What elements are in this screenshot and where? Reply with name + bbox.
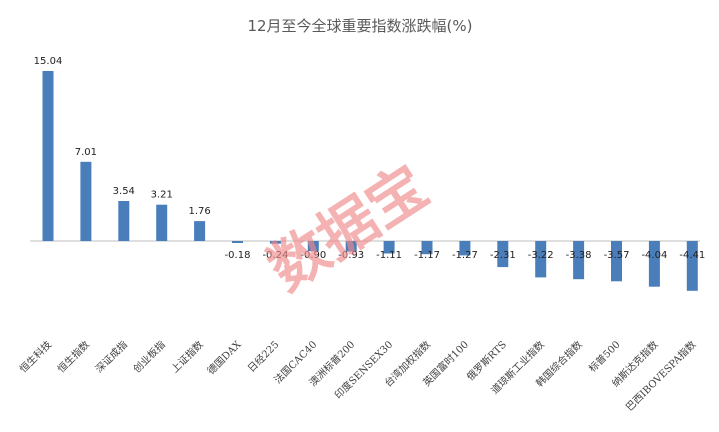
bar-16 <box>648 241 660 287</box>
value-label-6: -0.24 <box>262 250 288 261</box>
bar-14 <box>573 241 585 280</box>
bar-9 <box>383 241 395 254</box>
value-label-8: -0.93 <box>338 250 364 261</box>
value-label-17: -4.41 <box>679 250 705 261</box>
chart-title: 12月至今全球重要指数涨跌幅(%) <box>247 17 472 35</box>
value-label-14: -3.38 <box>566 250 592 261</box>
bar-15 <box>611 241 622 282</box>
value-label-2: 3.54 <box>113 186 135 197</box>
value-label-15: -3.57 <box>604 250 630 261</box>
bar-4 <box>194 221 206 241</box>
bar-12 <box>497 241 509 268</box>
bar-0 <box>42 71 54 241</box>
bar-17 <box>686 241 698 291</box>
value-label-1: 7.01 <box>75 147 97 158</box>
bar-6 <box>269 241 281 244</box>
bar-8 <box>345 241 357 252</box>
bar-13 <box>535 241 547 278</box>
value-label-0: 15.04 <box>34 56 63 67</box>
value-label-7: -0.90 <box>300 250 326 261</box>
value-label-12: -2.31 <box>490 250 516 261</box>
bar-10 <box>421 241 433 255</box>
value-labels-group: 15.04 7.01 3.54 3.21 1.76 -0.18 -0.24 -0.90 -0.9… <box>34 56 706 261</box>
bar-7 <box>307 241 319 252</box>
value-label-5: -0.18 <box>225 250 251 261</box>
bar-3 <box>156 204 168 241</box>
value-label-9: -1.11 <box>376 250 402 261</box>
value-label-4: 1.76 <box>188 206 210 217</box>
value-label-16: -4.04 <box>641 250 667 261</box>
value-label-13: -3.22 <box>528 250 554 261</box>
bar-2 <box>118 201 130 241</box>
bar-5 <box>232 241 243 243</box>
value-label-11: -1.27 <box>452 250 478 261</box>
value-label-3: 3.21 <box>151 190 173 201</box>
bar-11 <box>459 241 471 256</box>
bar-1 <box>80 161 92 241</box>
value-label-10: -1.17 <box>414 250 440 261</box>
bars-group <box>42 71 698 291</box>
